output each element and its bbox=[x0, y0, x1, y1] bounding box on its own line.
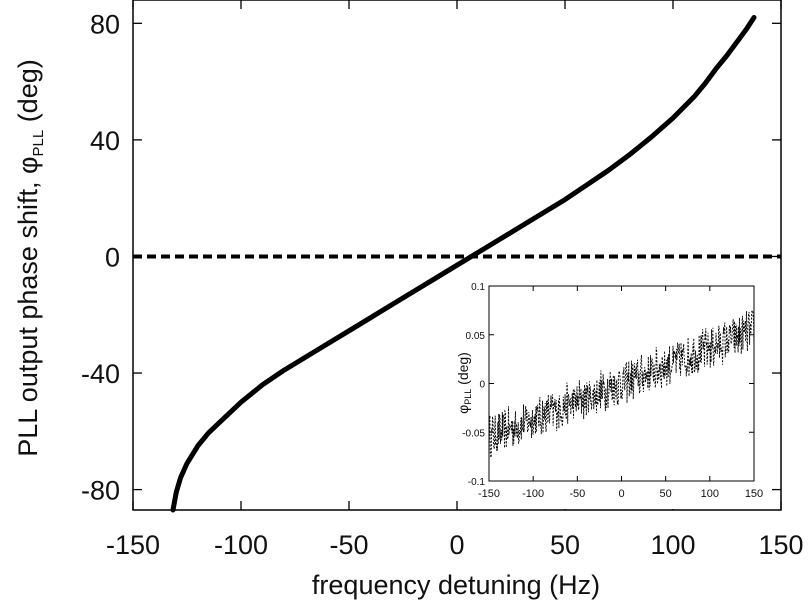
y-axis-label-main: PLL output phase shift, φ bbox=[13, 157, 43, 457]
inset-background bbox=[477, 274, 766, 509]
x-tick-label: 50 bbox=[550, 530, 580, 560]
x-tick-label: -150 bbox=[106, 530, 160, 560]
inset-y-tick-label: -0.05 bbox=[462, 428, 485, 439]
y-tick-label: 40 bbox=[90, 126, 120, 156]
inset-x-tick-label: -150 bbox=[478, 488, 500, 500]
inset-y-axis-label: φPLL (deg) bbox=[455, 352, 473, 414]
inset-y-axis-label-unit: (deg) bbox=[455, 352, 471, 389]
x-tick-label: 150 bbox=[758, 530, 803, 560]
inset-x-tick-label: -100 bbox=[522, 488, 544, 500]
inset-x-tick-label: 0 bbox=[618, 488, 624, 500]
x-axis-label: frequency detuning (Hz) bbox=[312, 570, 600, 600]
y-axis-label: PLL output phase shift, φPLL (deg) bbox=[13, 59, 47, 456]
series-line bbox=[170, 15, 757, 513]
inset-y-tick-label: 0.05 bbox=[466, 331, 486, 342]
y-tick-label: 0 bbox=[105, 242, 120, 272]
inset-x-tick-label: 150 bbox=[745, 488, 763, 500]
inset-x-tick-label: 50 bbox=[660, 488, 672, 500]
y-tick-label: -40 bbox=[81, 359, 120, 389]
inset-y-axis-label-subscript: PLL bbox=[463, 389, 473, 405]
inset-x-tick-label: 100 bbox=[701, 488, 719, 500]
y-axis-label-unit: (deg) bbox=[13, 59, 43, 130]
inset-x-tick-label: -50 bbox=[569, 488, 585, 500]
inset-plot: -150 -100 -50 0 50 100 150 -0.1 -0.05 0 0.05 0.1 bbox=[462, 274, 766, 509]
y-tick-label: -80 bbox=[81, 476, 120, 506]
x-tick-label: -100 bbox=[214, 530, 268, 560]
y-tick-label: 80 bbox=[90, 9, 120, 39]
inset-data-trace bbox=[488, 309, 755, 459]
x-tick-label: 100 bbox=[650, 530, 695, 560]
inset-y-tick-label: 0 bbox=[479, 380, 485, 391]
x-tick-label: 0 bbox=[449, 530, 464, 560]
labels: frequency detuning (Hz) PLL output phase… bbox=[13, 59, 600, 600]
inset-y-tick-label: -0.1 bbox=[468, 477, 486, 488]
inset-y-axis-label-main: φ bbox=[455, 405, 471, 414]
x-tick-label: -50 bbox=[329, 530, 368, 560]
y-axis-label-subscript: PLL bbox=[30, 130, 47, 157]
inset-y-tick-label: 0.1 bbox=[471, 282, 485, 293]
main-plot: -150 -100 -50 0 50 100 150 -80 -40 0 40 80 bbox=[81, 0, 804, 560]
